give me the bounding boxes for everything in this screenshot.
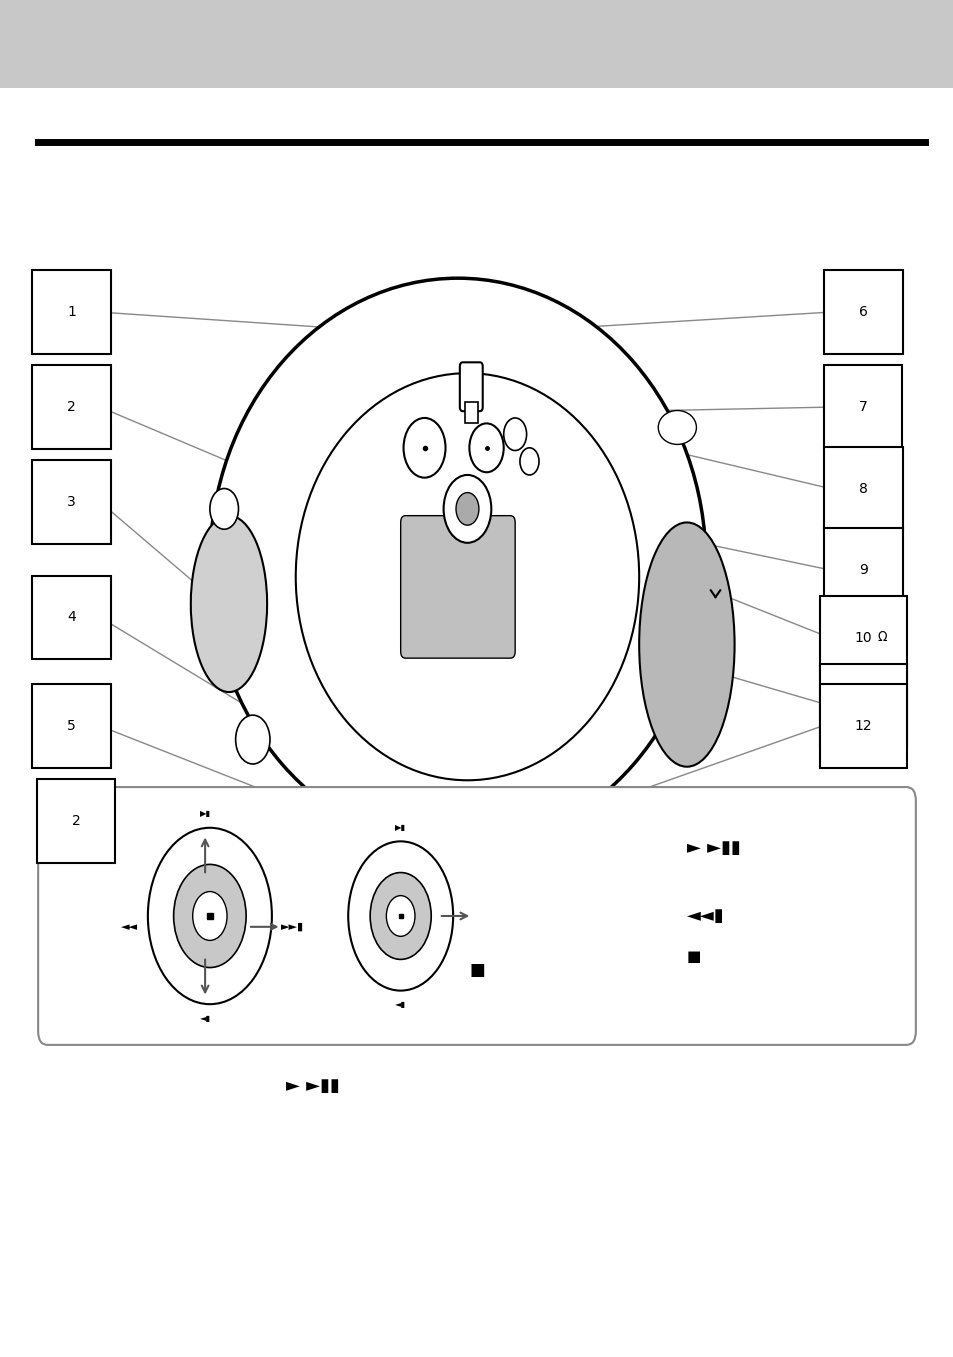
Text: 3: 3 [67,495,76,509]
FancyBboxPatch shape [0,0,953,88]
Text: 4: 4 [67,611,76,624]
Circle shape [210,489,238,529]
Text: 8: 8 [858,482,867,495]
Ellipse shape [210,278,705,848]
Text: 9: 9 [858,563,867,577]
Text: 6: 6 [858,305,867,319]
Circle shape [173,864,246,968]
Text: ◄◄▮: ◄◄▮ [686,906,723,925]
Text: 10: 10 [854,631,871,645]
Circle shape [235,715,270,764]
Circle shape [386,896,415,936]
Circle shape [443,475,491,543]
Circle shape [148,828,272,1004]
Ellipse shape [295,373,639,780]
Circle shape [348,841,453,991]
Ellipse shape [639,522,734,767]
Circle shape [503,418,526,451]
Text: ▶▮: ▶▮ [199,809,211,818]
Text: 7: 7 [858,400,867,414]
Text: 12: 12 [854,719,871,733]
Text: ■: ■ [686,949,700,965]
FancyBboxPatch shape [400,516,515,658]
Text: ■: ■ [469,961,484,980]
Text: Ω: Ω [877,631,886,645]
Text: 1: 1 [67,305,76,319]
Circle shape [469,423,503,472]
Text: ► ►▮▮: ► ►▮▮ [286,1076,339,1095]
FancyBboxPatch shape [464,402,477,423]
Text: ► ►▮▮: ► ►▮▮ [686,839,740,858]
Circle shape [403,418,445,478]
Text: 2: 2 [71,814,81,828]
Text: 2: 2 [67,400,76,414]
Text: ▶▮: ▶▮ [395,822,406,832]
Text: ◄▮: ◄▮ [395,1000,406,1010]
Text: 11: 11 [854,699,871,712]
Circle shape [519,448,538,475]
Ellipse shape [658,411,696,445]
FancyBboxPatch shape [38,787,915,1045]
Text: 5: 5 [67,719,76,733]
Text: ◄◄: ◄◄ [121,921,138,932]
Text: ◄▮: ◄▮ [199,1014,211,1023]
Circle shape [193,892,227,940]
FancyBboxPatch shape [459,362,482,411]
Ellipse shape [191,516,267,692]
Circle shape [456,493,478,525]
Text: ►►▮: ►►▮ [281,921,304,932]
Circle shape [370,873,431,959]
